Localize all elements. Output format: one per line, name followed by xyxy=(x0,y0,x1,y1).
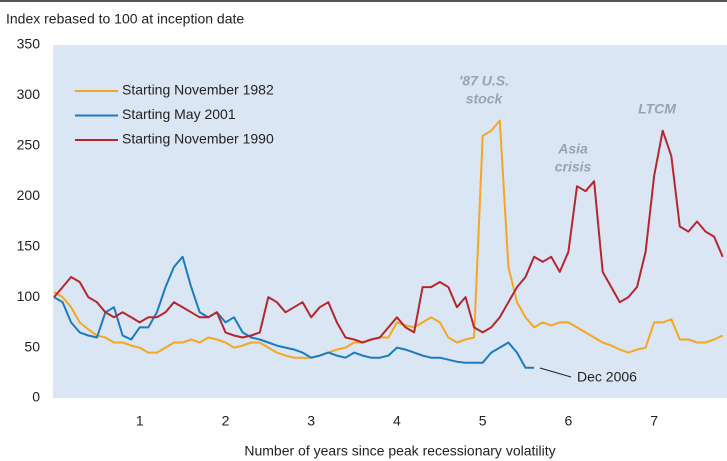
data-line xyxy=(53,119,724,359)
legend-label: Starting November 1990 xyxy=(122,131,274,147)
annotation-label: Dec 2006 xyxy=(577,369,637,385)
x-axis-label: Number of years since peak recessionary … xyxy=(244,443,555,459)
y-tick-label: 200 xyxy=(17,187,41,203)
y-tick-label: 350 xyxy=(17,36,41,52)
legend-label: Starting November 1982 xyxy=(122,82,274,98)
x-tick-label: 6 xyxy=(564,413,572,429)
y-tick-label: 100 xyxy=(17,288,41,304)
y-axis-label: Index rebased to 100 at inception date xyxy=(6,11,244,27)
event-annotation: LTCM xyxy=(638,101,676,117)
x-tick-label: 1 xyxy=(136,413,144,429)
data-line xyxy=(53,129,724,344)
y-tick-label: 250 xyxy=(17,137,41,153)
event-annotation: crisis xyxy=(555,159,592,175)
y-tick-label: 50 xyxy=(24,338,40,354)
x-tick-label: 7 xyxy=(650,413,658,429)
event-annotation: Asia xyxy=(557,141,588,157)
data-line xyxy=(53,255,535,369)
y-tick-label: 0 xyxy=(32,389,40,405)
x-tick-label: 3 xyxy=(307,413,315,429)
annotation-leader xyxy=(539,367,572,378)
x-tick-label: 5 xyxy=(479,413,487,429)
legend-label: Starting May 2001 xyxy=(122,106,236,122)
event-annotation: '87 U.S. xyxy=(459,73,509,89)
plot-area xyxy=(53,45,727,398)
y-tick-label: 150 xyxy=(17,237,41,253)
y-tick-label: 300 xyxy=(17,86,41,102)
x-tick-label: 4 xyxy=(393,413,401,429)
event-annotation: stock xyxy=(466,91,504,107)
top-rule xyxy=(0,0,727,2)
x-tick-label: 2 xyxy=(222,413,230,429)
